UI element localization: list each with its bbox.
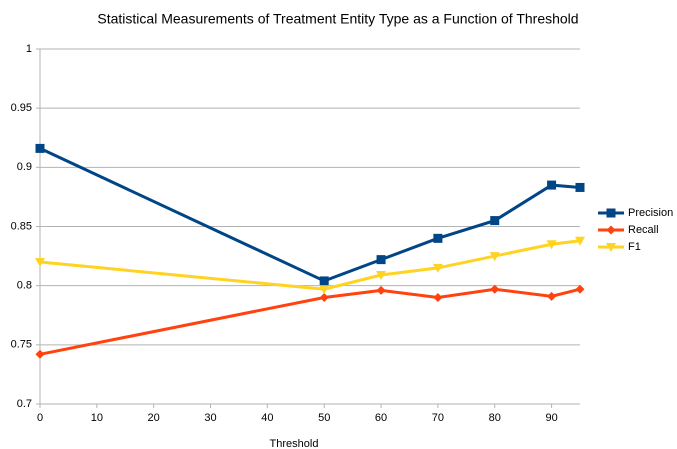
legend-label: Recall bbox=[628, 224, 659, 236]
legend-label: F1 bbox=[628, 241, 641, 253]
x-tick-label: 0 bbox=[37, 412, 43, 424]
marker bbox=[35, 258, 45, 267]
marker bbox=[433, 233, 443, 243]
marker bbox=[547, 291, 557, 301]
marker bbox=[433, 293, 443, 302]
marker bbox=[432, 263, 443, 273]
marker bbox=[546, 240, 557, 250]
x-axis-label: Threshold bbox=[270, 438, 319, 449]
y-tick-label: 0.95 bbox=[11, 102, 32, 114]
x-tick-label: 60 bbox=[375, 412, 387, 424]
marker bbox=[575, 182, 585, 192]
y-tick-label: 0.9 bbox=[17, 161, 32, 173]
x-tick-label: 90 bbox=[545, 412, 557, 424]
y-tick-label: 1 bbox=[26, 43, 32, 55]
x-tick-label: 40 bbox=[261, 412, 273, 424]
marker bbox=[606, 243, 616, 252]
marker bbox=[376, 255, 386, 265]
marker bbox=[376, 271, 387, 281]
marker bbox=[490, 216, 500, 226]
marker bbox=[490, 284, 500, 294]
y-tick-label: 0.85 bbox=[11, 220, 32, 232]
marker bbox=[376, 285, 386, 295]
marker bbox=[547, 180, 557, 190]
y-tick-label: 0.8 bbox=[17, 280, 32, 292]
marker bbox=[606, 208, 616, 218]
marker bbox=[35, 349, 45, 359]
x-tick-label: 80 bbox=[489, 412, 501, 424]
legend-label: Precision bbox=[628, 207, 673, 219]
x-tick-label: 20 bbox=[148, 412, 160, 424]
series-line bbox=[39, 239, 581, 291]
marker bbox=[319, 276, 329, 286]
x-tick-label: 10 bbox=[91, 412, 103, 424]
marker bbox=[606, 225, 616, 235]
marker bbox=[35, 143, 45, 153]
x-tick-label: 50 bbox=[318, 412, 330, 424]
marker bbox=[575, 236, 585, 246]
marker bbox=[575, 284, 585, 294]
marker bbox=[319, 285, 330, 295]
marker bbox=[489, 252, 500, 262]
y-tick-label: 0.7 bbox=[17, 398, 32, 410]
y-tick-label: 0.75 bbox=[11, 339, 32, 351]
chart-title: Statistical Measurements of Treatment En… bbox=[97, 11, 578, 27]
x-tick-label: 30 bbox=[204, 412, 216, 424]
x-tick-label: 70 bbox=[432, 412, 444, 424]
marker bbox=[319, 293, 329, 302]
series-line bbox=[39, 147, 581, 283]
